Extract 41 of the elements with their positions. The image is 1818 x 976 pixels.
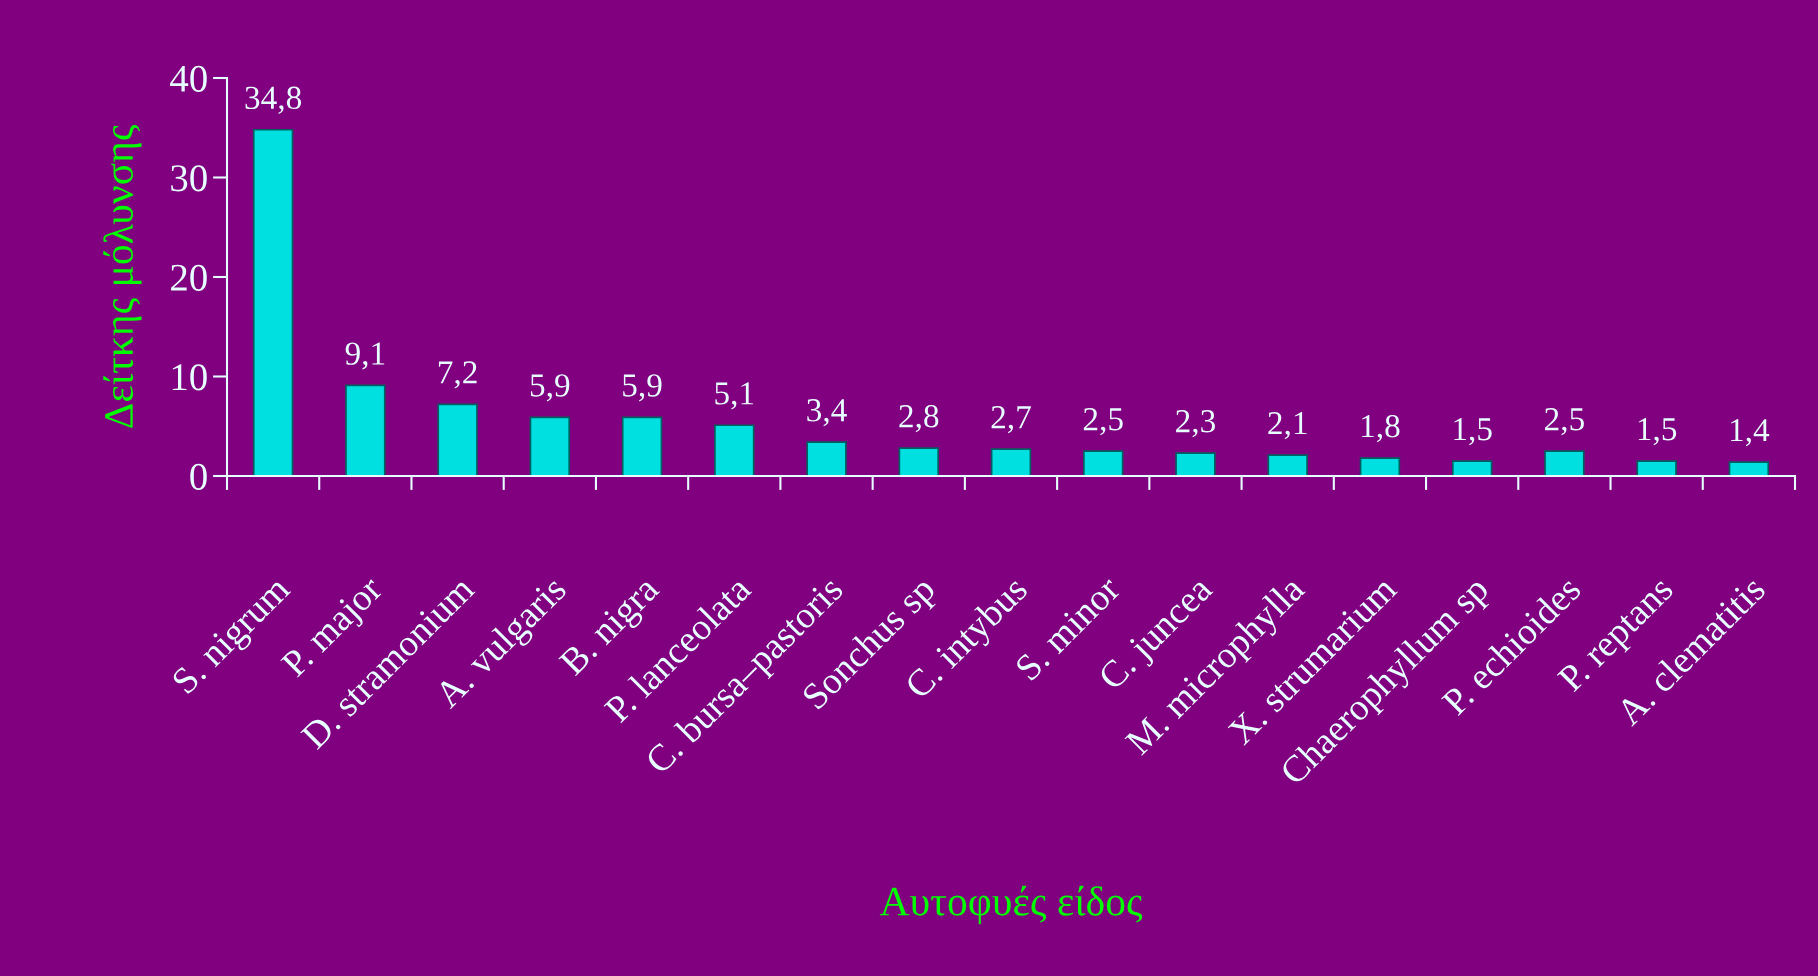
data-label: 34,8 (245, 86, 302, 114)
bar (1359, 457, 1401, 476)
bar (714, 424, 755, 476)
x-axis-title: Αυτοφυές είδος (879, 885, 1143, 925)
bar (437, 403, 478, 476)
y-tick-label: 30 (171, 165, 207, 192)
data-label: 9,1 (345, 342, 385, 370)
y-tick-label: 20 (171, 264, 207, 291)
bar (621, 416, 663, 476)
data-label: 2,5 (1083, 408, 1123, 436)
bar (1083, 450, 1124, 476)
bar (990, 448, 1032, 476)
bar (806, 441, 847, 476)
y-axis-title: Δείτκης μόλυνσης (103, 125, 142, 428)
data-label: 2,7 (991, 406, 1031, 434)
data-label: 1,4 (1730, 419, 1770, 447)
bar (1728, 461, 1770, 476)
data-label: 5,9 (530, 374, 570, 402)
data-label: 3,4 (807, 399, 847, 427)
bar (529, 416, 571, 476)
bar (252, 128, 294, 476)
y-tick-label: 40 (170, 65, 207, 92)
data-label: 2,5 (1545, 408, 1584, 436)
data-label: 1,5 (1638, 418, 1677, 446)
bar (345, 384, 386, 476)
y-tick-label: 10 (172, 364, 207, 391)
bar (898, 447, 939, 476)
data-label: 2,8 (899, 404, 939, 433)
data-label: 1,5 (1454, 418, 1492, 446)
data-label: 5,9 (623, 374, 662, 402)
data-label: 2,3 (1176, 410, 1215, 438)
y-tick-label: 0 (190, 463, 207, 490)
data-label: 2,1 (1268, 412, 1307, 440)
bar (1544, 450, 1585, 476)
bar (1636, 460, 1677, 476)
bar (1175, 452, 1216, 476)
bar (1451, 460, 1493, 476)
data-label: 7,2 (438, 361, 477, 389)
data-label: 5,1 (715, 382, 754, 410)
bar (1267, 454, 1308, 476)
data-label: 1,8 (1362, 414, 1400, 443)
